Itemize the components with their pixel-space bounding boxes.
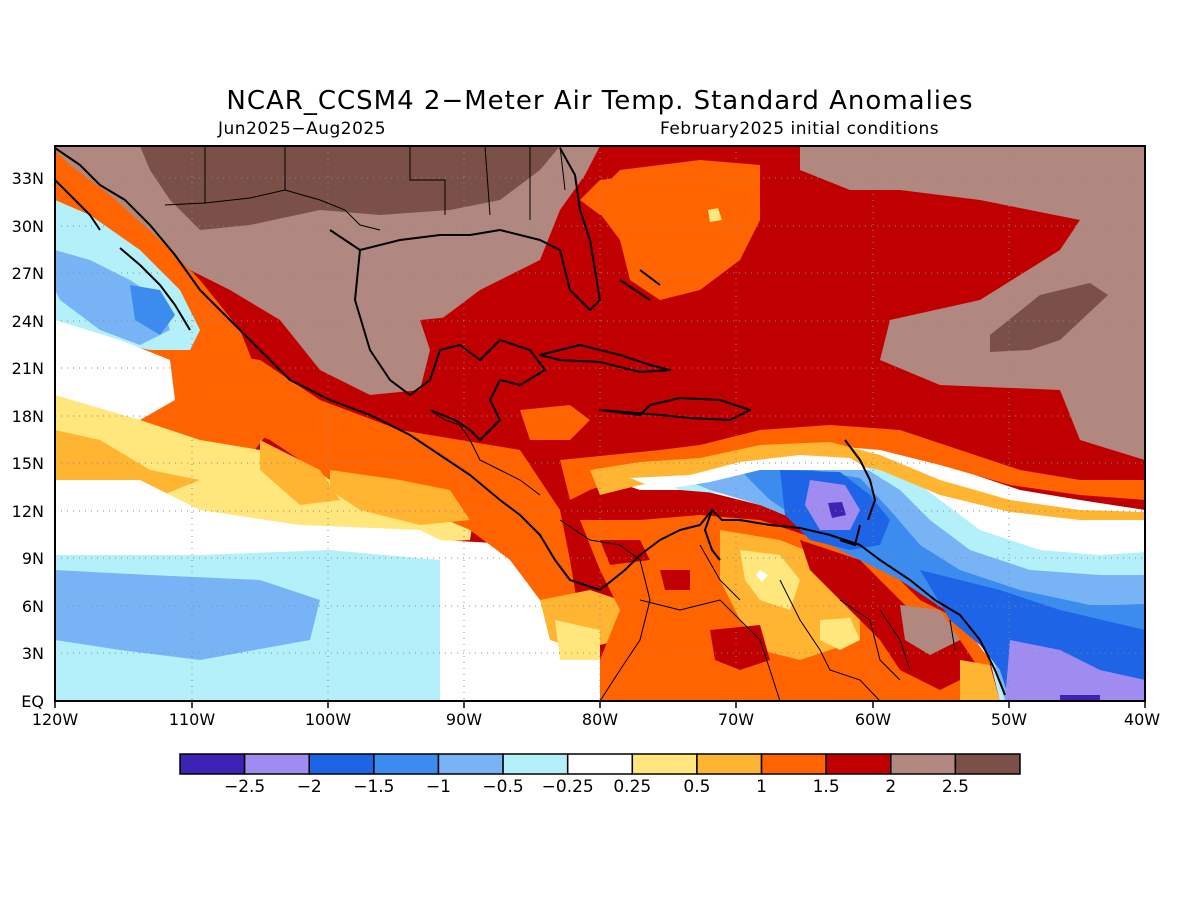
colorbar-label: −1 [425,777,451,797]
colorbar-label: 1.5 [812,777,840,797]
colorbar-swatch [373,753,440,775]
lon-label: 100W [304,710,352,729]
colorbar-label: 1 [756,777,767,797]
colorbar-label: 2 [885,777,897,797]
colorbar-swatch [437,753,504,775]
lat-label: 9N [21,549,44,568]
colorbar-swatch [502,753,569,775]
lon-label: 110W [168,710,216,729]
lat-label: 3N [21,644,44,663]
map-title: NCAR_CCSM4 2−Meter Air Temp. Standard An… [226,86,974,116]
tick-marks [54,701,1146,708]
colorbar-label: 2.5 [941,777,969,797]
colorbar [179,753,1021,775]
colorbar-label: −1.5 [353,777,395,797]
lat-label: 33N [11,169,44,188]
lon-label: 70W [717,710,755,729]
valid-period: Jun2025−Aug2025 [218,119,387,139]
colorbar-swatch [308,753,375,775]
colorbar-swatch [243,753,310,775]
lon-label: 90W [445,710,483,729]
colorbar-swatch [631,753,698,775]
lat-label: 12N [11,502,44,521]
colorbar-label: 0.25 [613,777,652,797]
colorbar-label: −2.5 [223,777,266,797]
lat-label: 15N [11,454,44,473]
colorbar-swatch [179,753,246,775]
anomaly-field [55,146,1145,701]
lat-label: 6N [21,597,44,616]
political-borders [164,146,956,701]
lat-label: 24N [11,312,44,331]
lat-label: 18N [11,407,44,426]
lon-label: 80W [581,710,619,729]
lat-label: 30N [11,217,44,236]
colorbar-swatch [696,753,763,775]
lon-label: 50W [990,710,1028,729]
lat-label: EQ [21,692,44,711]
colorbar-label: −2 [296,777,322,797]
lat-label: 21N [11,359,44,378]
colorbar-swatch [760,753,827,775]
colorbar-swatch [566,753,634,775]
colorbar-label: −0.25 [541,777,594,797]
coastlines [55,147,1006,696]
lat-label: 27N [11,264,44,283]
graticule [55,146,1145,701]
lon-label: 40W [1123,710,1161,729]
colorbar-swatch [954,753,1021,775]
initial-conditions: February2025 initial conditions [660,119,940,139]
lon-label: 60W [854,710,892,729]
colorbar-label: 0.5 [683,777,711,797]
colorbar-swatch [825,753,892,775]
colorbar-label: −0.5 [482,777,524,797]
colorbar-swatch [890,753,957,775]
lon-label: 120W [31,710,79,729]
